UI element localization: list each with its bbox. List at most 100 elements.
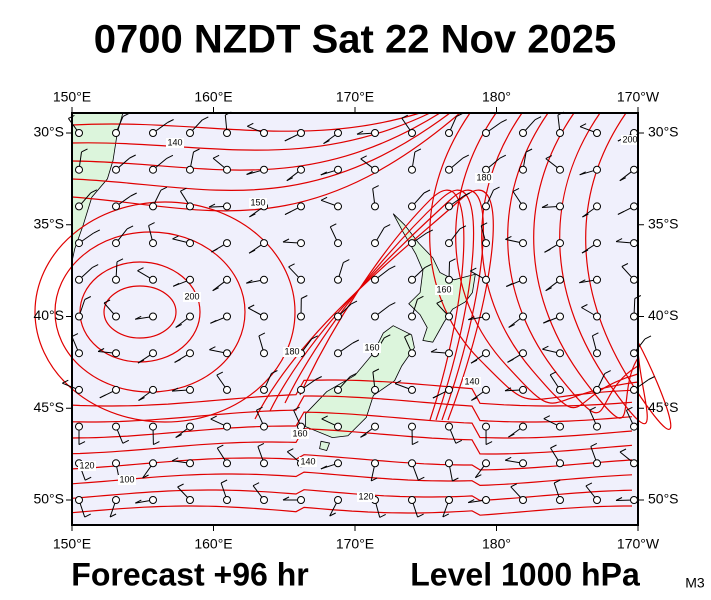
barb-flag	[545, 155, 553, 160]
isobar-label: 200	[184, 291, 199, 301]
barb-flag	[423, 189, 431, 194]
station	[371, 422, 379, 431]
barb-flag	[247, 304, 255, 309]
station	[75, 349, 83, 358]
isobar-label: 100	[119, 474, 134, 484]
station	[482, 349, 490, 358]
isobar-label-box	[78, 461, 96, 471]
station	[445, 422, 453, 431]
barb-flag	[216, 371, 224, 376]
station	[556, 239, 564, 248]
barb-flag	[463, 192, 470, 197]
station	[186, 129, 194, 137]
barb-flag	[171, 387, 179, 392]
isobar-label-box	[166, 138, 184, 148]
barb-flag	[78, 441, 86, 446]
station	[408, 496, 416, 504]
station	[371, 239, 379, 248]
barb-flag	[452, 477, 459, 482]
station	[630, 165, 638, 174]
barb-flag	[467, 499, 475, 504]
barb-flag	[137, 267, 144, 272]
isobar	[71, 112, 451, 191]
isobar-label-box	[118, 475, 136, 485]
station	[334, 129, 342, 137]
station	[593, 385, 601, 394]
isobar-label-box	[299, 457, 317, 467]
barb-flag	[581, 304, 588, 308]
barb-flag	[493, 186, 500, 191]
station	[556, 312, 564, 321]
station	[371, 129, 379, 137]
barb-flag	[372, 185, 379, 190]
station	[519, 165, 527, 174]
isobar	[429, 112, 639, 400]
station	[630, 385, 638, 394]
barb-flag	[320, 171, 328, 176]
barb-flag	[171, 457, 179, 462]
station	[297, 275, 305, 284]
isobar	[507, 112, 639, 414]
isobar-label: 120	[79, 460, 94, 470]
station	[334, 239, 342, 248]
station	[260, 239, 268, 248]
barb-flag	[97, 348, 105, 352]
barb-flag	[430, 348, 438, 353]
barb-flag	[592, 332, 599, 337]
barb-flag	[471, 396, 478, 401]
barb-flag	[468, 316, 475, 321]
station	[408, 202, 416, 211]
station	[223, 275, 231, 284]
station	[630, 496, 638, 504]
station	[334, 312, 342, 321]
lat-label: 50°S	[648, 491, 679, 507]
barb-flag	[258, 332, 266, 337]
station	[297, 385, 305, 394]
barb-flag	[90, 189, 98, 194]
barb-flag	[644, 335, 652, 340]
lat-label: 45°S	[33, 399, 64, 415]
station	[408, 422, 416, 431]
station	[445, 165, 453, 174]
isobar-label-box	[363, 343, 381, 353]
isobar-label-box	[435, 285, 453, 295]
barb-flag	[504, 387, 512, 392]
station	[371, 165, 379, 174]
station	[112, 129, 120, 137]
station	[630, 422, 638, 431]
isobar	[269, 189, 484, 421]
station	[334, 349, 342, 358]
lon-label: 170°W	[617, 89, 660, 105]
barb-flag	[508, 323, 515, 328]
barb-flag	[209, 346, 216, 351]
station	[445, 496, 453, 504]
station	[371, 202, 379, 211]
barb-flag	[103, 299, 111, 304]
station	[112, 202, 120, 211]
isobar	[71, 112, 431, 151]
isobar	[71, 379, 633, 407]
barb-flag	[271, 370, 278, 374]
barb-flag	[475, 474, 482, 479]
barb-flag	[582, 213, 589, 218]
barb-flag	[172, 282, 180, 287]
lat-label: 30°S	[648, 124, 679, 140]
lon-label: 170°E	[336, 89, 374, 105]
station	[149, 496, 157, 504]
barb-flag	[360, 433, 367, 438]
station	[519, 312, 527, 321]
barb-flag	[589, 406, 596, 411]
barb-flag	[506, 283, 513, 287]
station	[186, 239, 194, 248]
isobar	[299, 189, 465, 421]
station	[556, 385, 564, 394]
station	[297, 312, 305, 321]
barb-flag	[485, 441, 493, 446]
station	[408, 349, 416, 358]
isobar-label: 150	[250, 197, 265, 207]
station	[593, 275, 601, 284]
isobar-label: 180	[476, 172, 491, 182]
station	[445, 349, 453, 358]
station	[223, 239, 231, 248]
